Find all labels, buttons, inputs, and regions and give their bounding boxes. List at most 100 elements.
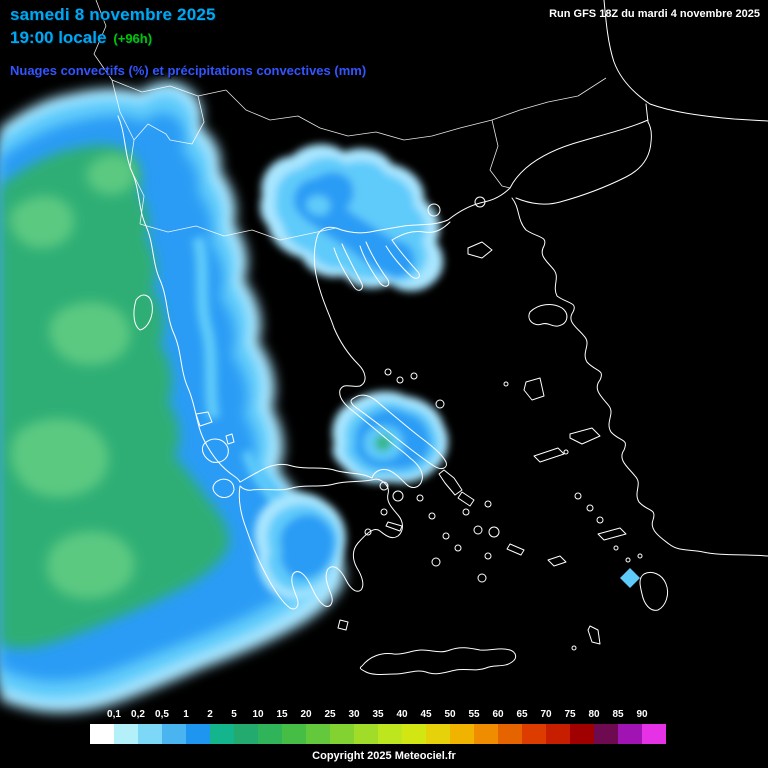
island-santorini [477, 573, 487, 583]
legend-swatch-2 [114, 724, 138, 744]
coast-chalkidiki-kassandra [333, 243, 363, 291]
island-rhodes [639, 571, 669, 611]
island-zakynthos [212, 478, 235, 498]
island-lesbos [528, 304, 568, 327]
map-graphic [280, 514, 335, 580]
island-kythira [337, 619, 349, 631]
legend-value: 0,5 [155, 709, 169, 720]
island-patmos [574, 492, 582, 500]
legend-value: 85 [612, 709, 624, 720]
coast-euboea [350, 394, 447, 470]
legend-value: 5 [231, 709, 237, 720]
island-sifnos [454, 544, 462, 552]
island-kea [416, 494, 424, 502]
island-thasos [427, 203, 441, 217]
island-mykonos [484, 500, 492, 508]
legend-swatch-6 [210, 724, 234, 744]
legend-value: 75 [564, 709, 576, 720]
legend-swatch-22 [594, 724, 618, 744]
coast-black-sea [603, 0, 768, 122]
map-graphic [306, 195, 330, 216]
island-aegina [392, 490, 404, 502]
island-corfu [133, 294, 153, 331]
legend-value: 65 [516, 709, 528, 720]
legend-value: 0,1 [107, 709, 121, 720]
island-limnos [467, 241, 493, 259]
forecast-offset-label: (+96h) [113, 31, 153, 46]
island-naxos [488, 526, 500, 538]
island-serifos [442, 532, 450, 540]
border-albania-east [111, 79, 145, 225]
island-nisyros [613, 545, 619, 551]
copyright: Copyright 2025 Meteociel.fr [312, 750, 456, 762]
island-kos [597, 527, 627, 541]
legend-values: 0,1 0,2 0,5 1 2 5 10 15 20 25 30 35 40 45 50 55 60 65 70 75… [102, 709, 654, 720]
island-dot [375, 435, 391, 451]
island-spetses [364, 528, 372, 536]
legend-value: 10 [252, 709, 264, 720]
coast-west-greece [117, 115, 241, 483]
legend-swatch-13 [378, 724, 402, 744]
border-serbia-kosovo [111, 79, 227, 97]
border-greece-turkey [489, 119, 511, 189]
coast-corinth-north [239, 463, 373, 483]
island-hydra [385, 521, 403, 532]
precip-attica-cell [332, 391, 449, 484]
island-ikaria [533, 447, 565, 463]
coast-thermaic [313, 233, 335, 329]
legend-value: 35 [372, 709, 384, 720]
island-paros [473, 525, 483, 535]
header-left: samedi 8 novembre 2025 19:00 locale (+96h… [10, 5, 366, 78]
island-poros [380, 508, 388, 516]
island-kasos [571, 645, 577, 651]
coast-east-mainland [333, 327, 423, 488]
island-milos [431, 557, 441, 567]
border-bulgaria-turkey [491, 77, 607, 121]
island-astypalea [547, 555, 567, 567]
legend-swatch-4 [162, 724, 186, 744]
map-graphic [9, 195, 75, 249]
legend-swatch-20 [546, 724, 570, 744]
island-salamina [379, 481, 389, 491]
border-kosovo-macedonia [133, 95, 205, 145]
legend-value: 1 [183, 709, 189, 720]
island-alonissos [410, 372, 418, 380]
island-tilos [625, 557, 631, 563]
precip-main-light-green [9, 154, 137, 599]
legend-swatch-18 [498, 724, 522, 744]
coast-turkey-west [511, 197, 768, 557]
legend-value: 25 [324, 709, 336, 720]
legend-bar [90, 724, 666, 744]
island-syros [462, 508, 470, 516]
legend-swatch-11 [330, 724, 354, 744]
border-greece-north [139, 223, 337, 241]
legend-swatch-8 [258, 724, 282, 744]
legend-swatch-1 [90, 724, 114, 744]
legend-swatch-21 [570, 724, 594, 744]
legend-swatch-14 [402, 724, 426, 744]
island-karpathos [587, 625, 601, 645]
legend-value: 2 [207, 709, 213, 720]
map-graphic [49, 301, 131, 365]
island-kalymnos [596, 516, 604, 524]
legend-swatch-19 [522, 724, 546, 744]
island-psara [503, 381, 509, 387]
island-samos [569, 427, 601, 445]
precip-peloponnese-cell [254, 492, 346, 600]
date-label: samedi 8 novembre 2025 [10, 5, 216, 24]
island-fourni [563, 449, 569, 455]
run-info: Run GFS 18Z du mardi 4 novembre 2025 [549, 8, 760, 20]
map-graphic [376, 240, 415, 278]
precip-rhodes-diamond [620, 568, 640, 588]
legend-value: 20 [300, 709, 312, 720]
time-row: 19:00 locale (+96h) [10, 28, 366, 48]
map-graphic [192, 236, 220, 420]
legend-value: 55 [468, 709, 480, 720]
legend-swatch-23 [618, 724, 642, 744]
precip-main-green [0, 144, 229, 649]
legend-swatch-3 [138, 724, 162, 744]
island-skopelos [396, 376, 404, 384]
map-subtitle: Nuages convectifs (%) et précipitations … [10, 63, 367, 78]
island-samothrace [474, 196, 486, 208]
legend-value: 45 [420, 709, 432, 720]
